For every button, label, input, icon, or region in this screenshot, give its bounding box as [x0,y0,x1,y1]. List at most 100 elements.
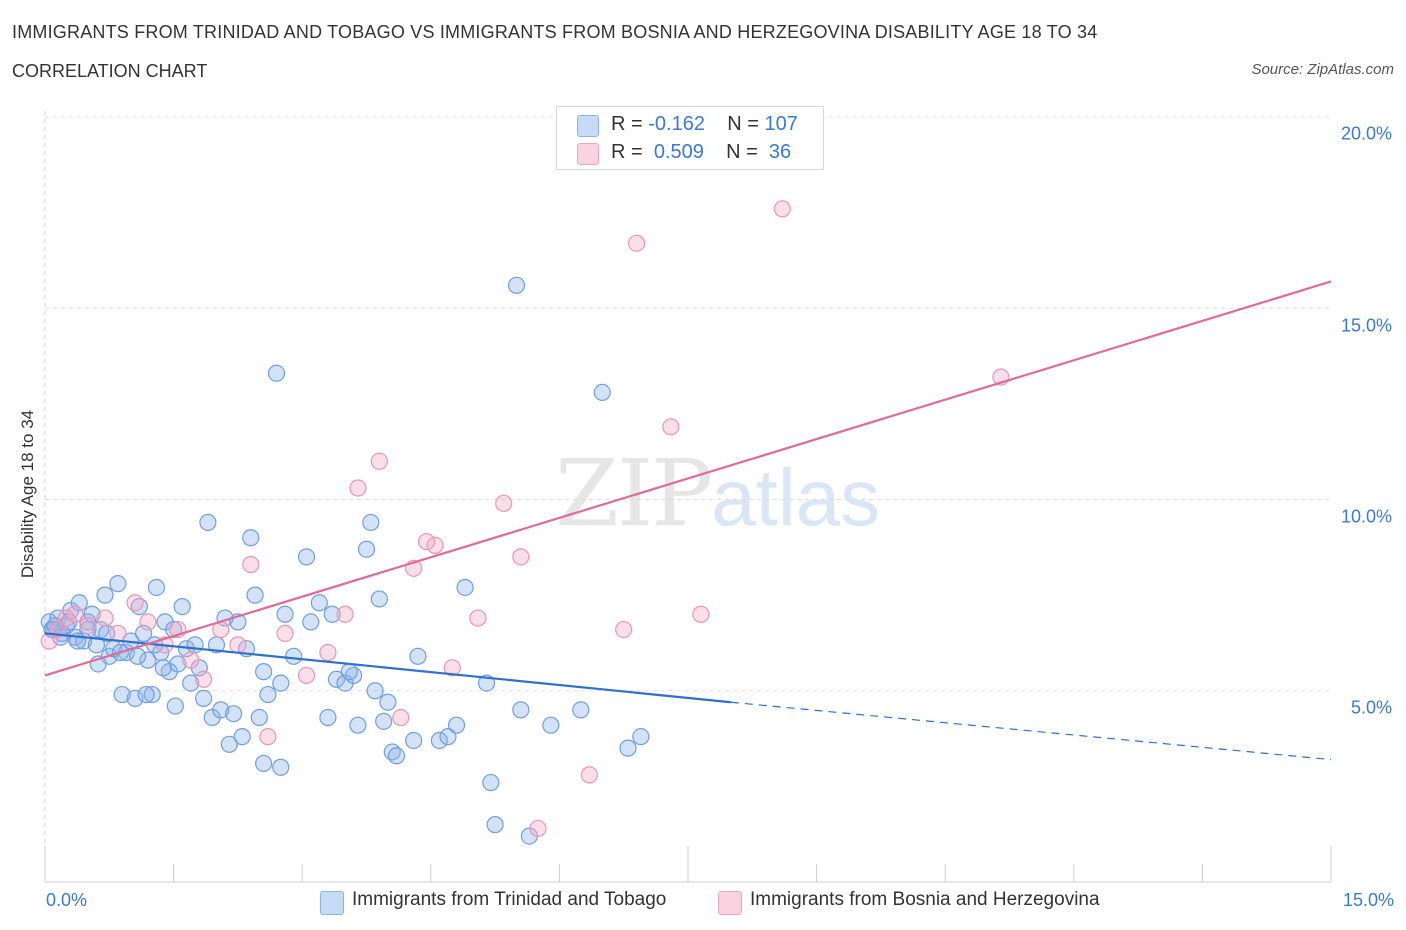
trinidad-point [486,816,504,834]
legend-series-label: Immigrants from Trinidad and Tobago [352,889,667,910]
trinidad-point [632,728,650,746]
trend-lines [44,280,1332,761]
chart-title: IMMIGRANTS FROM TRINIDAD AND TOBAGO VS I… [12,22,1098,42]
x-tick-label: 0.0% [46,890,88,910]
bosnia-point [276,624,294,642]
trinidad-point [126,689,144,708]
trinidad-point [255,754,273,773]
trinidad-point [327,670,346,688]
trinidad-point [349,716,367,734]
watermark: ZIPatlas [555,440,880,547]
trinidad-point [272,674,290,692]
trinidad-point [405,731,423,750]
trinidad-point [375,712,393,730]
trinidad-point [572,701,590,719]
bosnia-point [773,200,791,218]
trinidad-point [456,578,474,597]
bosnia-point [349,479,367,497]
trinidad-point [255,663,273,681]
bosnia-point [139,613,157,631]
trinidad-point [447,716,466,734]
y-tick-label: 20.0% [1340,123,1392,144]
axes [44,111,1332,883]
bosnia-point [662,418,680,436]
bosnia-point [229,636,247,654]
trinidad-point [182,674,200,692]
legend-series-label: Immigrants from Bosnia and Herzegovina [750,889,1100,910]
source-label: Source: ZipAtlas.com [1251,61,1394,78]
bosnia-point [242,555,260,574]
bosnia-point [392,708,410,727]
trinidad-point [186,636,204,654]
bosnia-point [182,651,200,669]
trinidad-point [379,693,397,711]
y-tick-label: 5.0% [1350,697,1392,718]
trinidad-point [259,685,277,704]
bosnia-point [297,666,316,685]
legend-swatch-blue [577,115,599,137]
bosnia-point [259,728,277,746]
bosnia-point [57,609,76,627]
trinidad-point [370,590,388,608]
trinidad-point [199,513,217,532]
bosnia-point [495,494,513,512]
bosnia-point [79,617,97,635]
y-tick-label: 10.0% [1340,506,1392,527]
bosnia-point [443,659,461,677]
series-bosnia-points [40,200,1010,838]
bosnia-point [96,609,114,627]
trinidad-point [137,685,155,704]
bosnia-point [417,532,436,551]
legend-swatch-pink [577,143,599,165]
bosnia-point [512,548,530,566]
trinidad-point [147,578,166,597]
trinidad-point [109,575,127,593]
bosnia-point [195,670,213,688]
trinidad-trend-extension [730,701,1332,761]
watermark-atlas: atlas [711,453,881,542]
trinidad-point [96,586,114,604]
legend-swatch-pink [718,891,742,915]
trinidad-point [128,647,147,665]
trinidad-point [285,647,303,665]
y-axis-label: Disability Age 18 to 34 [18,409,37,579]
trinidad-point [154,659,172,677]
bosnia-point [692,605,710,623]
chart-subtitle: CORRELATION CHART [12,61,208,81]
trinidad-point [242,529,260,547]
bosnia-point [580,766,599,784]
trinidad-point [297,548,316,566]
legend-text: R = 0.509 N = 36 [611,141,792,163]
trinidad-point [139,651,157,669]
watermark-zip: ZIP [555,440,713,547]
bosnia-point [529,819,547,838]
trinidad-point [593,383,611,401]
trinidad-point [482,773,500,792]
bosnia-point [336,605,354,623]
trinidad-point [246,586,264,604]
legend-text: R = -0.162 N = 107 [611,113,798,135]
trinidad-point [439,728,457,746]
trinidad-point [409,647,427,665]
trinidad-point [195,689,213,708]
bosnia-trend-line [44,280,1332,677]
trinidad-point [430,731,448,750]
trinidad-point [302,613,320,631]
trinidad-point [319,708,337,727]
bosnia-point [126,594,144,612]
bosnia-point [469,609,487,627]
trinidad-point [362,513,380,532]
trinidad-point [225,705,243,723]
trinidad-point [323,605,341,623]
trinidad-point [366,682,384,700]
bosnia-point [615,620,633,639]
trinidad-point [542,716,560,734]
bosnia-point [627,234,646,252]
bosnia-point [109,624,127,642]
trinidad-point [619,739,637,757]
bosnia-point [66,605,84,623]
x-tick-label: 15.0% [1342,890,1394,910]
trinidad-point [357,540,376,558]
y-tick-label: 15.0% [1340,315,1392,336]
